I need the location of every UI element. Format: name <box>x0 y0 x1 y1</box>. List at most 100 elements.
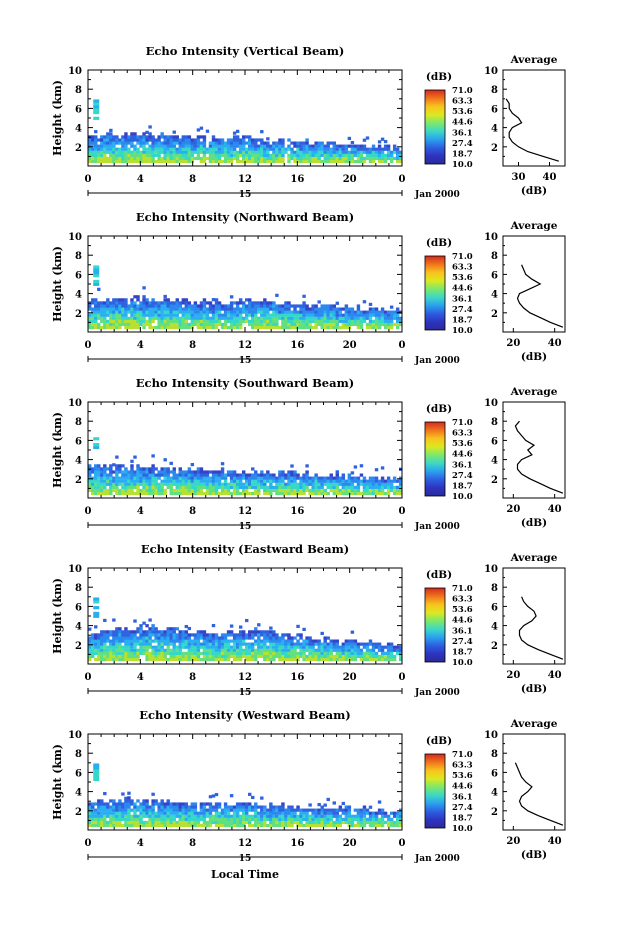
echo-cell <box>272 639 276 643</box>
echo-cell <box>157 648 161 652</box>
echo-cell <box>332 491 336 496</box>
echo-cell <box>169 304 173 308</box>
echo-cell <box>124 310 128 314</box>
echo-cell <box>88 648 92 652</box>
echo-cell <box>214 310 219 314</box>
echo-cell <box>190 642 195 646</box>
echo-cell <box>341 479 346 483</box>
echo-cell <box>94 476 98 480</box>
echo-cell <box>166 651 170 655</box>
echo-cell <box>377 800 382 804</box>
echo-cell <box>91 654 95 659</box>
echo-cell <box>293 313 297 317</box>
echo-cell <box>202 316 207 320</box>
echo-cell <box>139 805 143 809</box>
echo-cell <box>127 316 131 320</box>
echo-cell <box>308 654 312 659</box>
echo-cell <box>281 159 285 164</box>
echo-cell <box>217 153 222 157</box>
echo-cell <box>275 310 279 314</box>
echo-cell <box>299 817 303 821</box>
echo-cell <box>347 310 352 314</box>
echo-cell <box>148 125 152 129</box>
echo-cell <box>127 642 131 646</box>
echo-cell <box>287 147 291 151</box>
echo-cell <box>166 479 170 483</box>
echo-cell <box>217 817 222 821</box>
date-suffix: Jan 2000 <box>414 688 460 698</box>
echo-cell <box>163 636 167 640</box>
echo-cell <box>133 135 137 139</box>
echo-cell <box>263 159 267 164</box>
echo-cell <box>347 319 352 323</box>
echo-cell <box>103 467 107 471</box>
echo-cell <box>187 473 192 477</box>
echo-cell <box>100 313 104 317</box>
echo-cell <box>217 811 222 815</box>
echo-cell <box>368 642 373 646</box>
colorbar: (dB)71.063.353.644.636.127.418.710.0 <box>424 71 473 170</box>
echo-cell <box>229 794 234 798</box>
echo-cell <box>199 304 204 308</box>
x-axis-label: Local Time <box>211 868 279 881</box>
echo-cell <box>257 156 261 161</box>
echo-cell <box>106 473 110 477</box>
echo-cell <box>103 153 107 157</box>
echo-cell <box>121 792 125 796</box>
echo-cell <box>311 485 315 489</box>
y-tick-label: 8 <box>75 417 82 428</box>
echo-cell <box>302 482 306 486</box>
echo-cell <box>121 138 125 142</box>
echo-cell <box>172 138 176 142</box>
echo-cell <box>202 138 207 142</box>
echo-cell <box>103 488 107 493</box>
echo-cell <box>91 645 95 649</box>
echo-cell <box>226 488 231 493</box>
echo-cell <box>154 150 158 154</box>
echo-cell <box>208 470 213 474</box>
echo-cell <box>251 322 255 327</box>
echo-cell <box>124 817 128 821</box>
echo-cell <box>308 150 312 154</box>
echo-cell <box>151 648 155 652</box>
echo-cell <box>100 470 104 474</box>
echo-cell <box>302 473 306 477</box>
echo-cell <box>335 811 339 815</box>
echo-cell <box>181 144 186 148</box>
echo-cell <box>287 817 291 821</box>
echo-cell <box>136 298 140 302</box>
echo-cell <box>266 153 270 157</box>
echo-cell <box>257 479 261 483</box>
echo-cell <box>356 150 361 154</box>
echo-cell <box>106 150 110 154</box>
echo-cell <box>241 316 246 320</box>
echo-cell <box>362 144 367 148</box>
echo-cell <box>121 301 125 305</box>
echo-cell <box>223 817 228 821</box>
echo-cell <box>169 654 173 659</box>
echo-cell <box>281 322 285 327</box>
echo-cell <box>248 636 252 640</box>
echo-cell <box>248 792 252 796</box>
echo-cell <box>199 482 204 486</box>
echo-cell <box>395 488 400 493</box>
echo-cell <box>196 141 201 145</box>
echo-cell <box>293 473 297 477</box>
echo-cell <box>275 488 279 493</box>
echo-cell <box>142 491 146 496</box>
echo-cell <box>100 473 104 477</box>
echo-cell <box>154 138 158 142</box>
echo-cell <box>275 808 279 812</box>
echo-cell <box>368 156 373 161</box>
echo-cell <box>154 144 158 148</box>
echo-cell <box>278 657 282 662</box>
echo-cell <box>181 820 186 825</box>
echo-cell <box>169 817 173 821</box>
echo-cell <box>94 322 98 327</box>
echo-cell <box>254 325 258 330</box>
echo-cell <box>94 625 98 629</box>
echo-cell <box>220 645 225 649</box>
x-tick-label: 20 <box>343 672 357 683</box>
echo-cell <box>344 325 349 330</box>
echo-cell <box>145 304 149 308</box>
